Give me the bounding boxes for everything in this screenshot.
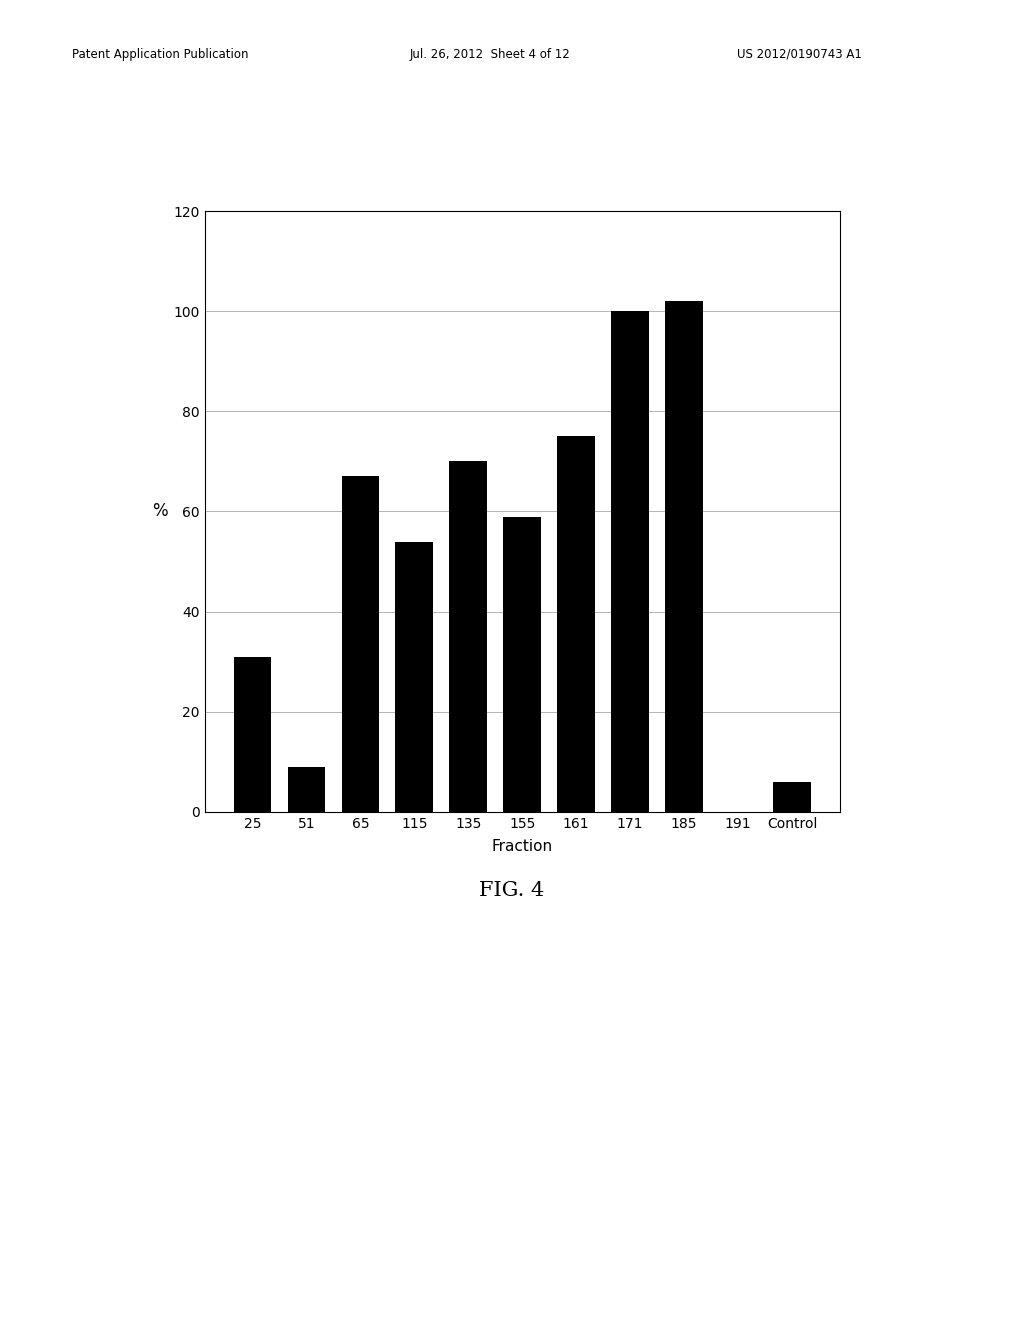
- Text: Patent Application Publication: Patent Application Publication: [72, 48, 248, 61]
- X-axis label: Fraction: Fraction: [492, 840, 553, 854]
- Bar: [395, 541, 433, 812]
- Bar: [342, 477, 379, 812]
- Bar: [504, 516, 541, 812]
- Text: FIG. 4: FIG. 4: [479, 882, 545, 900]
- Text: Jul. 26, 2012  Sheet 4 of 12: Jul. 26, 2012 Sheet 4 of 12: [410, 48, 570, 61]
- Bar: [233, 656, 271, 812]
- Bar: [288, 767, 326, 812]
- Text: US 2012/0190743 A1: US 2012/0190743 A1: [737, 48, 862, 61]
- Bar: [666, 301, 702, 812]
- Bar: [773, 781, 811, 812]
- Y-axis label: %: %: [152, 503, 168, 520]
- Bar: [450, 462, 487, 812]
- Bar: [557, 437, 595, 812]
- Bar: [611, 312, 649, 812]
